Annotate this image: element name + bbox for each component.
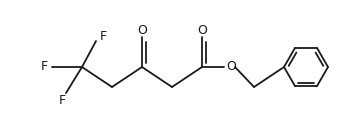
Text: O: O — [226, 60, 236, 74]
Text: F: F — [58, 94, 66, 107]
Text: O: O — [137, 23, 147, 36]
Text: F: F — [100, 29, 107, 42]
Text: O: O — [197, 23, 207, 36]
Text: F: F — [40, 60, 48, 74]
